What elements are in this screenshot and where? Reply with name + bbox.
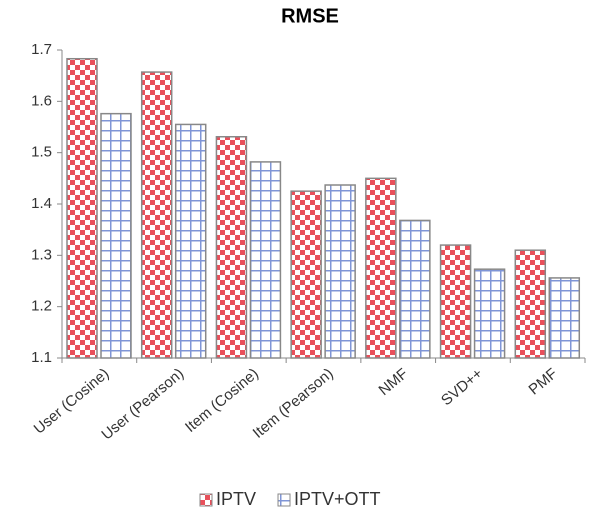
bar [548, 277, 581, 359]
bar [249, 161, 282, 359]
legend-swatch [277, 493, 291, 507]
x-tick-label: NMF [376, 365, 412, 399]
bar [324, 184, 356, 359]
bar [174, 123, 207, 359]
x-tick-label: Item (Pearson) [250, 365, 337, 442]
y-tick-label: 1.4 [31, 195, 52, 212]
bar [215, 136, 248, 359]
x-tick-label: Item (Cosine) [182, 365, 262, 436]
y-tick-label: 1.7 [31, 41, 52, 58]
y-tick-label: 1.2 [31, 298, 52, 315]
bar [473, 268, 506, 359]
bar [100, 112, 132, 359]
x-tick-label: PMF [526, 365, 561, 398]
bar [290, 190, 322, 359]
bar [140, 71, 173, 359]
x-tick-label: SVD++ [438, 365, 486, 409]
x-tick-label: User (Cosine) [31, 365, 113, 438]
legend-label: IPTV+OTT [294, 489, 381, 509]
legend-swatch [199, 493, 213, 507]
legend-label: IPTV [216, 489, 256, 509]
bar [399, 219, 431, 359]
chart-title: RMSE [281, 5, 339, 27]
bar [514, 249, 547, 359]
x-tick-label: User (Pearson) [98, 365, 187, 443]
bar [439, 244, 472, 359]
y-tick-label: 1.5 [31, 144, 52, 161]
bar [365, 177, 397, 359]
y-tick-label: 1.1 [31, 349, 52, 366]
y-tick-label: 1.3 [31, 246, 52, 263]
y-tick-label: 1.6 [31, 92, 52, 109]
bar [66, 57, 98, 359]
